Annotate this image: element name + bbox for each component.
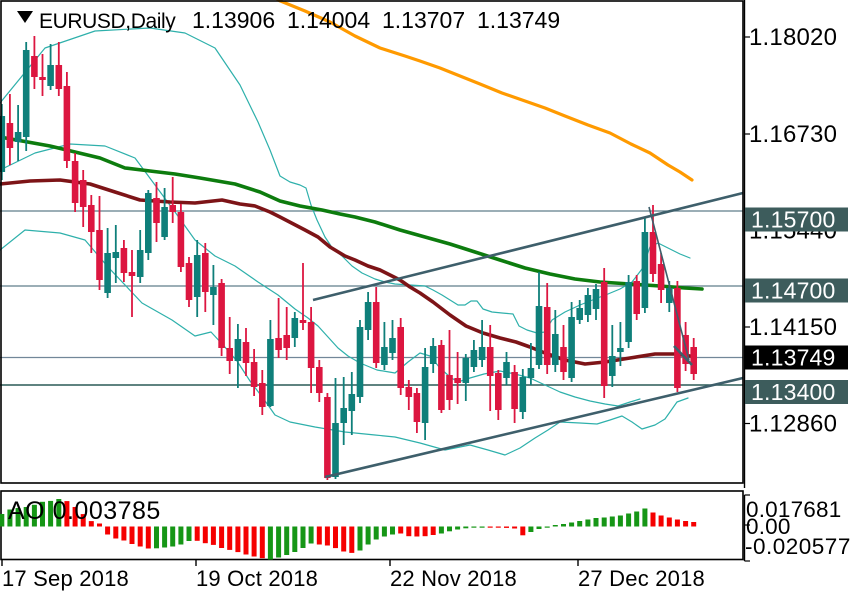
- svg-text:1.14150: 1.14150: [749, 314, 837, 341]
- svg-text:1.13749: 1.13749: [751, 345, 836, 371]
- svg-text:0.00: 0.00: [746, 514, 791, 539]
- svg-text:1.15700: 1.15700: [751, 207, 836, 233]
- svg-text:1.18020: 1.18020: [749, 24, 837, 51]
- svg-text:0.017681: 0.017681: [746, 497, 841, 522]
- svg-text:1.14004: 1.14004: [287, 7, 370, 33]
- svg-text:1.14700: 1.14700: [751, 278, 836, 304]
- svg-text:1.13707: 1.13707: [382, 7, 465, 33]
- svg-text:1.13400: 1.13400: [751, 379, 836, 405]
- svg-text:1.13906: 1.13906: [192, 7, 275, 33]
- svg-text:-0.020577: -0.020577: [745, 534, 851, 559]
- svg-text:EURUSD,Daily: EURUSD,Daily: [39, 10, 176, 33]
- svg-text:1.13749: 1.13749: [477, 7, 560, 33]
- svg-text:1.12860: 1.12860: [749, 411, 837, 438]
- svg-text:27 Dec 2018: 27 Dec 2018: [578, 566, 705, 591]
- svg-text:1.16730: 1.16730: [749, 121, 837, 148]
- svg-text:22 Nov 2018: 22 Nov 2018: [390, 566, 517, 591]
- svg-text:19 Oct 2018: 19 Oct 2018: [196, 566, 318, 591]
- svg-text:AO 0.003785: AO 0.003785: [8, 497, 161, 525]
- svg-text:17 Sep 2018: 17 Sep 2018: [2, 566, 129, 591]
